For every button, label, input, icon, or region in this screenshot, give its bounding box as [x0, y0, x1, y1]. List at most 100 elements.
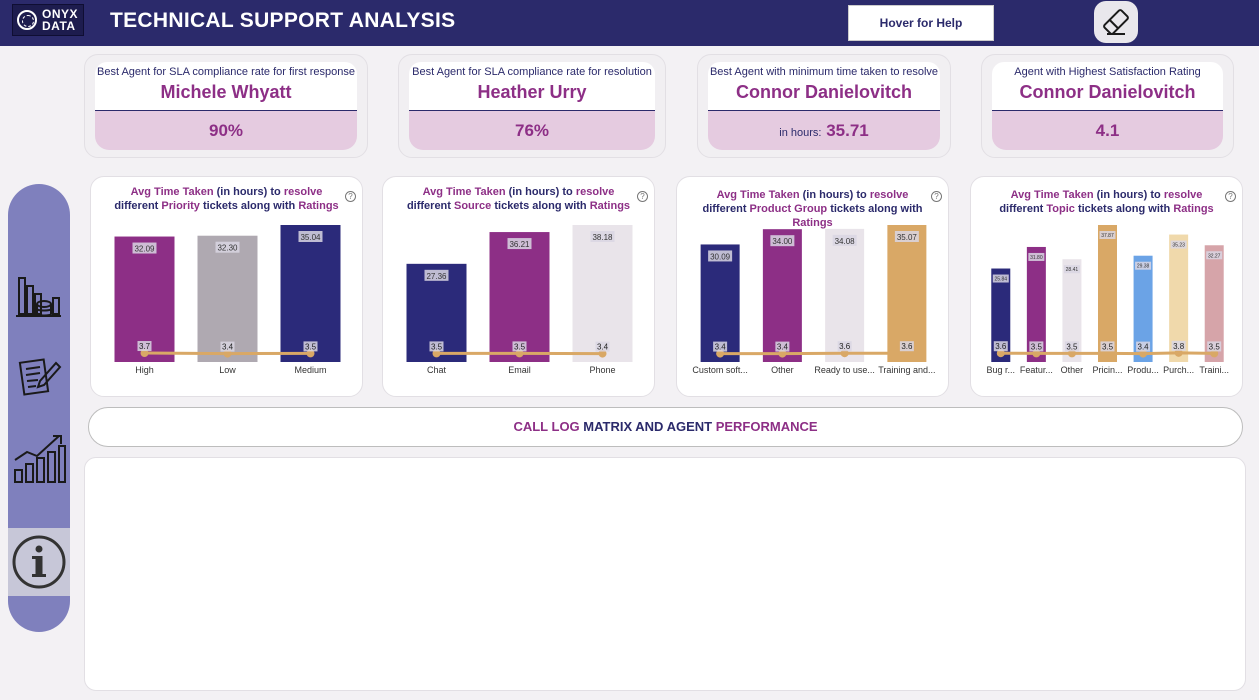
rating-label-bg [1136, 341, 1151, 352]
chart-title: Avg Time Taken (in hours) to resolve dif… [702, 189, 923, 229]
category-label: Ready to use... [814, 365, 875, 375]
logo-line-2: DATA [42, 19, 76, 33]
nav-item-info[interactable] [8, 528, 70, 596]
bar-label-bg [770, 235, 795, 247]
rating-value-label: 3.4 [222, 343, 234, 352]
chart-help-icon[interactable]: ? [931, 191, 942, 202]
bar[interactable] [1062, 259, 1082, 362]
category-label: Training and... [878, 365, 935, 375]
kpi-agent-name: Connor Danielovitch [735, 82, 912, 102]
page-title: TECHNICAL SUPPORT ANALYSIS [110, 9, 456, 32]
rating-label-bg [137, 341, 152, 352]
rating-value-label: 3.5 [1209, 342, 1221, 351]
category-label: Produ... [1127, 365, 1159, 375]
rating-value-label: 3.8 [1173, 342, 1185, 351]
bar-value-label: 30.09 [710, 252, 731, 261]
rating-value-label: 3.5 [305, 342, 317, 351]
section-banner-call-log[interactable]: CALL LOG MATRIX AND AGENT PERFORMANCE [88, 407, 1243, 447]
rating-value-label: 3.4 [777, 343, 789, 352]
bar[interactable] [1133, 255, 1153, 362]
chart-title: Avg Time Taken (in hours) to resolve dif… [406, 186, 631, 212]
category-label: Bug r... [987, 365, 1016, 375]
kpi-agent-name: Connor Danielovitch [1019, 82, 1196, 102]
kpi-value: 35.71 [826, 121, 869, 140]
nav-item-analysis[interactable] [8, 264, 70, 332]
rating-label-bg [899, 341, 914, 352]
bar-value-label: 28.41 [1066, 267, 1079, 273]
kpi-label: Best Agent for SLA compliance rate for f… [96, 66, 356, 78]
bar-value-label: 32.09 [134, 245, 155, 254]
kpi-value: 4.1 [1095, 121, 1120, 140]
eraser-icon [1103, 9, 1129, 35]
bar[interactable] [1098, 225, 1117, 362]
bar[interactable] [1026, 246, 1046, 362]
chart-card-source: Avg Time Taken (in hours) to resolve dif… [382, 176, 655, 397]
growth-chart-icon [14, 435, 66, 483]
chart-svg-source: 27.36 Chat 36.21 Email 38.18 Phone 3.5 3.5 3.4 [406, 225, 633, 375]
bar-value-label: 32.27 [1208, 253, 1221, 259]
rating-label-bg [1029, 341, 1044, 352]
category-label: Medium [294, 365, 326, 375]
category-label: Low [219, 365, 236, 375]
category-label: Traini... [1199, 365, 1229, 375]
bar[interactable] [1169, 234, 1189, 362]
bar-value-label: 31.80 [1030, 255, 1043, 261]
nav-item-performance[interactable] [8, 424, 70, 492]
category-label: Email [508, 365, 531, 375]
bar[interactable] [489, 232, 550, 362]
rating-label-bg [220, 341, 235, 352]
rating-value-label: 3.5 [1031, 342, 1043, 351]
chart-svg-product-group: 30.09 Custom soft... 34.00 Other 34.08 Ready … [692, 225, 935, 375]
rating-value-label: 3.5 [431, 342, 443, 351]
chart-svg-priority: 32.09 High 32.30 Low 35.04 Medium 3.7 3.4 3.5 [114, 225, 341, 375]
bar-value-label: 34.00 [772, 237, 793, 246]
rating-value-label: 3.6 [901, 342, 913, 351]
rating-value-label: 3.7 [139, 342, 151, 351]
clear-filters-button[interactable] [1094, 1, 1138, 43]
bar-label-bg [215, 241, 240, 253]
kpi-label: Best Agent with minimum time taken to re… [709, 66, 939, 78]
bar-value-label: 36.21 [509, 240, 530, 249]
bar-label-bg [1206, 251, 1223, 260]
bar-label-bg [1099, 231, 1116, 239]
bar-value-label: 37.87 [1101, 233, 1114, 239]
kpi-card-min-time: Best Agent with minimum time taken to re… [697, 54, 951, 158]
chart-help-icon[interactable]: ? [1225, 191, 1236, 202]
chart-card-topic: Avg Time Taken (in hours) to resolve dif… [970, 176, 1243, 397]
rating-label-bg [1207, 341, 1222, 352]
bar[interactable] [280, 225, 341, 362]
navigation-sidebar [8, 184, 70, 632]
bar-label-bg [992, 274, 1009, 283]
bar[interactable] [1204, 245, 1224, 362]
rating-value-label: 3.6 [995, 342, 1007, 351]
category-label: Purch... [1163, 365, 1194, 375]
bar-label-bg [590, 231, 615, 242]
kpi-card-satisfaction: Agent with Highest Satisfaction Rating C… [981, 54, 1234, 158]
bar[interactable] [887, 225, 927, 362]
chart-help-icon[interactable]: ? [345, 191, 356, 202]
bar-label-bg [132, 242, 157, 254]
chart-card-priority: Avg Time Taken (in hours) to resolve dif… [90, 176, 363, 397]
kpi-value: 90% [208, 121, 244, 140]
help-button[interactable]: Hover for Help [848, 5, 994, 41]
bar-label-bg [507, 238, 532, 250]
bar[interactable] [991, 268, 1011, 362]
bar-value-label: 27.36 [426, 272, 447, 281]
rating-label-bg [837, 341, 852, 352]
bar[interactable] [572, 225, 633, 362]
bar[interactable] [762, 229, 802, 362]
rating-value-label: 3.5 [514, 342, 526, 351]
kpi-label: Agent with Highest Satisfaction Rating [1014, 66, 1201, 78]
kpi-agent-name: Heather Urry [477, 82, 587, 102]
chart-svg-topic: 25.84 Bug r... 31.80 Featur... 28.41 Other 37.… [987, 225, 1229, 375]
bar[interactable] [197, 235, 258, 362]
rating-label-bg [429, 341, 444, 352]
bar-value-label: 35.23 [1172, 243, 1185, 249]
chart-help-icon[interactable]: ? [637, 191, 648, 202]
bar[interactable] [825, 228, 865, 362]
category-label: Featur... [1020, 365, 1053, 375]
rating-value-label: 3.6 [839, 342, 851, 351]
nav-item-report[interactable] [8, 344, 70, 412]
onyx-data-logo: ONYX DATA [12, 4, 84, 36]
kpi-prefix: in hours: [779, 127, 822, 139]
